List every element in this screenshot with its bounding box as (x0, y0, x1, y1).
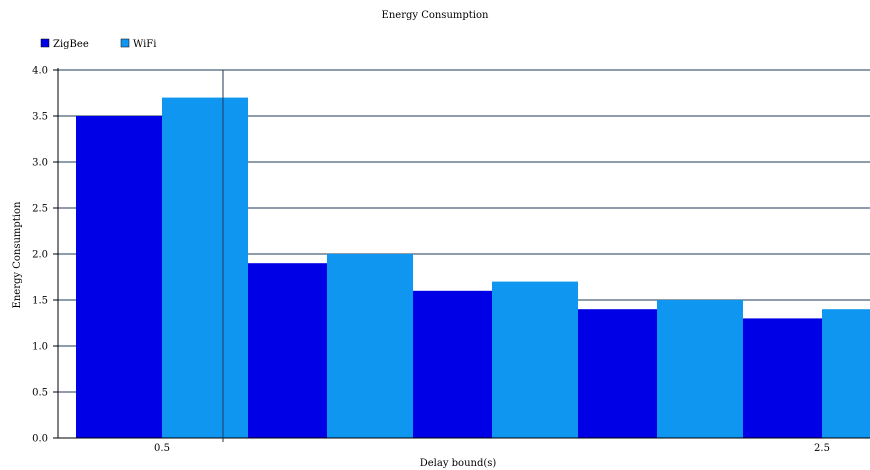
bar-zigbee-0 (76, 116, 162, 438)
bar-zigbee-4 (736, 318, 822, 438)
y-tick-label: 2.5 (32, 204, 48, 215)
chart-title: Energy Consumption (382, 10, 489, 21)
y-tick-label: 4.0 (32, 66, 48, 77)
y-axis-label: Energy Consumption (12, 201, 23, 308)
bar-zigbee-2 (406, 290, 492, 438)
y-tick-label: 2.0 (32, 250, 48, 261)
y-tick-label: 0.5 (32, 388, 48, 399)
x-tick-label: 0.5 (154, 443, 170, 454)
axes (53, 68, 870, 442)
legend-label-zigbee: ZigBee (53, 39, 89, 50)
x-tick-label: 2.5 (814, 443, 830, 454)
bar-wifi-1 (327, 254, 413, 438)
bar-wifi-2 (492, 281, 578, 438)
x-tick-labels: 0.5 2.5 (154, 443, 830, 454)
y-tick-label: 1.5 (32, 296, 48, 307)
bar-wifi-4 (822, 309, 870, 438)
legend-swatch-wifi (120, 38, 130, 48)
bar-zigbee-3 (571, 309, 657, 438)
y-tick-label: 0.0 (32, 434, 48, 445)
legend-swatch-zigbee (40, 38, 50, 48)
y-tick-label: 3.5 (32, 112, 48, 123)
y-tick-labels: 0.0 0.5 1.0 1.5 2.0 2.5 3.0 3.5 4.0 (32, 66, 48, 445)
y-tick-label: 1.0 (32, 342, 48, 353)
bars (76, 97, 870, 438)
legend: ZigBee WiFi (40, 38, 156, 50)
legend-label-wifi: WiFi (133, 39, 156, 50)
y-tick-label: 3.0 (32, 158, 48, 169)
bar-zigbee-1 (241, 263, 327, 438)
bar-wifi-0 (162, 97, 248, 438)
x-axis-label: Delay bound(s) (420, 458, 497, 469)
bar-wifi-3 (657, 300, 743, 438)
